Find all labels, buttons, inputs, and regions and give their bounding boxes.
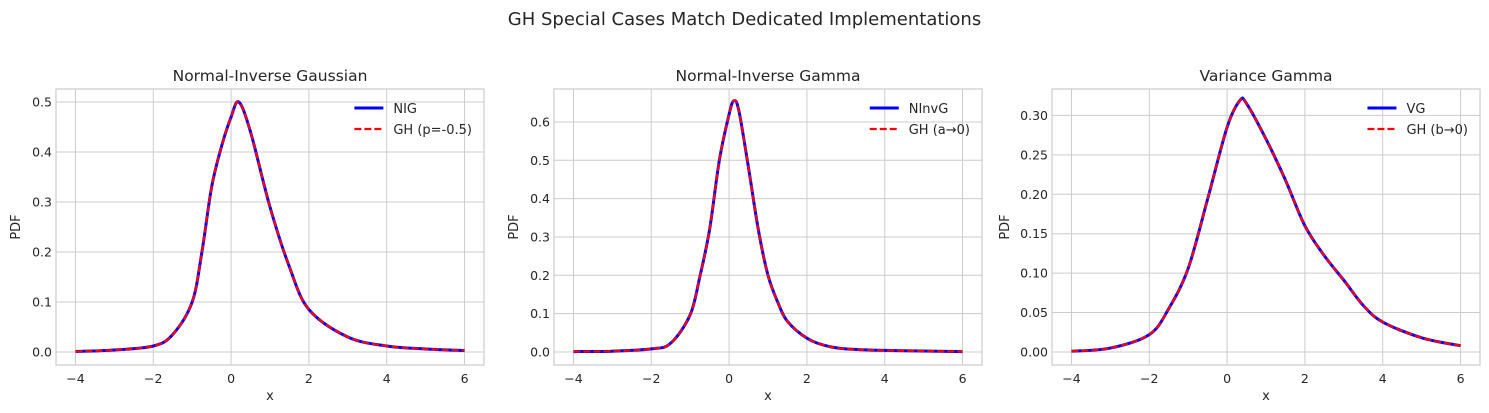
y-tick-label: 0.25 [1020,147,1048,162]
legend-label: GH (b→0) [1406,123,1468,138]
y-tick-label: 0.1 [32,295,52,310]
subplot-title: Normal-Inverse Gaussian [173,67,368,85]
axes-frame [55,88,485,366]
subplot-title: Variance Gamma [1199,67,1332,85]
legend: VG GH (b→0) [1367,102,1468,138]
x-axis-label: x [1262,389,1270,404]
y-tick-label: 0.05 [1020,305,1048,320]
x-tick-label: −2 [1140,371,1158,386]
y-tick-label: 0.20 [1020,187,1048,202]
x-tick-label: −2 [642,371,660,386]
y-tick-label: 0.5 [32,95,52,110]
y-tick-label: 0.0 [32,345,52,360]
y-tick-label: 0.3 [32,195,52,210]
y-tick-label: 0.2 [32,245,52,260]
y-tick-label: 0.30 [1020,108,1048,123]
x-tick-label: −4 [564,371,582,386]
subplot-3: −4 −2 0 2 4 6 0.00 0.05 0.10 0.15 0.20 0.25 0.30 Vari… [998,67,1481,404]
x-tick-label: 2 [305,371,313,386]
series-line-gh [573,99,963,353]
x-tick-label: 4 [383,371,391,386]
series-line-gh [75,100,465,353]
subplot-1: −4 −2 0 2 4 6 0.0 0.1 0.2 0.3 0.4 0.5 Normal-Inverse… [9,67,485,404]
y-tick-label: 0.4 [530,191,550,206]
x-tick-label: −4 [1062,371,1080,386]
x-axis-label: x [764,389,772,404]
y-tick-label: 0.15 [1020,226,1048,241]
x-tick-label: 6 [959,371,967,386]
axes-frame [1051,88,1481,366]
x-tick-label: 2 [1301,371,1309,386]
legend-label: GH (a→0) [909,123,970,138]
series-line-gh [1071,96,1461,353]
legend-label: NInvG [909,102,949,117]
legend-label: GH (p=-0.5) [393,123,472,138]
x-tick-label: −2 [144,371,162,386]
subplot-title: Normal-Inverse Gamma [676,67,861,85]
x-tick-label: 6 [461,371,469,386]
y-tick-label: 0.10 [1020,266,1048,281]
x-tick-label: 6 [1457,371,1465,386]
legend-label: NIG [393,102,417,117]
y-axis-label: PDF [998,214,1013,239]
y-axis-label: PDF [9,214,24,239]
y-tick-label: 0.3 [530,229,550,244]
subplots: −4 −2 0 2 4 6 0.0 0.1 0.2 0.3 0.4 0.5 Normal-Inverse… [9,67,1481,404]
figure-title: GH Special Cases Match Dedicated Impleme… [508,9,981,30]
y-tick-label: 0.00 [1020,344,1048,359]
x-tick-label: 2 [803,371,811,386]
x-tick-label: 4 [1379,371,1387,386]
y-axis-label: PDF [507,214,522,239]
subplot-2: −4 −2 0 2 4 6 0.0 0.1 0.2 0.3 0.4 0.5 0.6 Normal-Inve… [507,67,983,404]
y-tick-label: 0.0 [530,344,550,359]
x-tick-label: 4 [881,371,889,386]
axes-frame [553,88,983,366]
x-tick-label: 0 [1223,371,1231,386]
x-axis-label: x [266,389,274,404]
y-tick-label: 0.6 [530,114,550,129]
y-tick-label: 0.5 [530,153,550,168]
y-tick-label: 0.1 [530,306,550,321]
x-tick-label: 0 [725,371,733,386]
legend: NInvG GH (a→0) [869,102,970,138]
y-tick-label: 0.4 [32,145,52,160]
x-tick-label: 0 [227,371,235,386]
legend: NIG GH (p=-0.5) [354,102,472,138]
x-tick-label: −4 [66,371,84,386]
legend-label: VG [1406,102,1425,117]
y-tick-label: 0.2 [530,268,550,283]
